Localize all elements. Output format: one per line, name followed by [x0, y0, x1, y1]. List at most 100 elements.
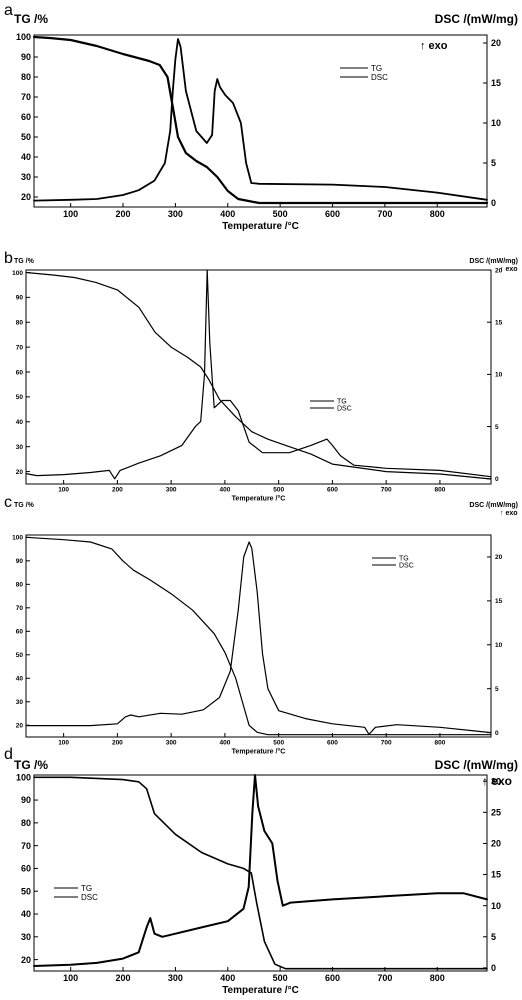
series-line-tg: [32, 35, 489, 205]
y-right-tick-label: 15: [495, 598, 503, 605]
x-tick-label: 400: [220, 973, 235, 983]
y-right-tick-label: 10: [495, 642, 503, 649]
series-line-tg: [33, 776, 488, 970]
thermal-chart-a: 100 200 300 400 500 600 700 8002030405060708090…: [16, 32, 501, 232]
chart-panel-b: b TG /% DSC /(mW/mg) ↑ exo 100 200 300 400 5…: [0, 248, 522, 503]
panel-letter: b: [4, 250, 13, 267]
x-tick-label: 400: [219, 740, 230, 747]
x-tick-label: 200: [116, 209, 131, 219]
y-left-tick-label: 20: [21, 955, 31, 965]
y-right-tick-label: 5: [491, 932, 496, 942]
dsc-axis-label: DSC /(mW/mg): [469, 502, 518, 509]
y-left-tick-label: 30: [16, 699, 24, 706]
legend-label: TG: [399, 555, 409, 562]
tg-axis-label: TG /%: [14, 12, 49, 26]
thermal-chart-c: 100 200 300 400 500 600 700 8002030405060708090…: [12, 534, 503, 756]
y-left-tick-label: 100: [16, 32, 31, 42]
x-tick-label: 700: [377, 209, 392, 219]
tg-axis-label: TG /%: [14, 502, 34, 509]
x-tick-label: 100: [58, 487, 69, 494]
y-right-tick-label: 20: [491, 38, 501, 48]
legend-label: TG: [337, 398, 347, 405]
x-tick-label: 400: [219, 487, 230, 494]
plot-frame: [33, 774, 488, 972]
x-tick-label: 300: [168, 973, 183, 983]
y-left-tick-label: 30: [21, 172, 31, 182]
x-tick-label: 500: [273, 973, 288, 983]
y-right-tick-label: 20: [491, 839, 501, 849]
y-left-tick-label: 90: [21, 52, 31, 62]
y-left-tick-label: 30: [21, 932, 31, 942]
x-axis-title: Temperature /°C: [222, 985, 299, 996]
legend-label: DSC: [81, 893, 98, 902]
x-tick-label: 600: [327, 740, 338, 747]
y-right-tick-label: 20: [495, 554, 503, 561]
x-tick-label: 500: [273, 487, 284, 494]
exo-label: ↑ exo: [420, 40, 448, 52]
y-left-tick-label: 90: [16, 558, 24, 565]
y-left-tick-label: 40: [16, 419, 24, 426]
legend-label: DSC: [371, 73, 388, 82]
y-left-tick-label: 60: [16, 369, 24, 376]
x-tick-label: 300: [166, 487, 177, 494]
x-tick-label: 500: [273, 740, 284, 747]
y-left-tick-label: 100: [16, 772, 31, 782]
x-tick-label: 400: [220, 209, 235, 219]
dsc-axis-label: DSC /(mW/mg): [469, 258, 518, 265]
series-line-dsc: [25, 269, 492, 480]
chart-panel-a: a TG /% DSC /(mW/mg) ↑ exo 100 200 300 400 5…: [0, 0, 522, 248]
y-right-tick-label: 5: [495, 686, 499, 693]
y-left-tick-label: 70: [16, 605, 24, 612]
x-tick-label: 100: [63, 973, 78, 983]
series-line-dsc: [33, 38, 488, 202]
plot-frame: [25, 269, 492, 485]
dsc-axis-label: DSC /(mW/mg): [434, 12, 518, 26]
y-left-tick-label: 70: [16, 344, 24, 351]
y-right-tick-label: 15: [491, 78, 501, 88]
x-tick-label: 700: [381, 740, 392, 747]
x-tick-label: 600: [325, 973, 340, 983]
panel-letter: a: [4, 2, 13, 19]
y-left-tick-label: 50: [16, 394, 24, 401]
x-axis-title: Temperature /°C: [232, 748, 286, 756]
y-left-tick-label: 40: [21, 152, 31, 162]
dsc-axis-label: DSC /(mW/mg): [434, 758, 518, 772]
plot-frame: [25, 534, 492, 738]
y-left-tick-label: 50: [16, 652, 24, 659]
y-left-tick-label: 100: [12, 270, 23, 277]
y-left-tick-label: 20: [16, 469, 24, 476]
exo-label: ↑ exo: [500, 266, 518, 273]
y-left-tick-label: 50: [21, 886, 31, 896]
panel-letter: d: [4, 746, 13, 763]
legend-label: TG: [81, 884, 92, 893]
y-right-tick-label: 10: [491, 118, 501, 128]
y-left-tick-label: 60: [21, 112, 31, 122]
y-left-tick-label: 80: [16, 582, 24, 589]
tg-axis-label: TG /%: [14, 258, 34, 265]
y-right-tick-label: 5: [491, 158, 496, 168]
x-tick-label: 200: [116, 973, 131, 983]
y-left-tick-label: 70: [21, 92, 31, 102]
y-right-tick-label: 0: [491, 963, 496, 973]
y-right-tick-label: 30: [491, 776, 501, 786]
thermal-chart-d: 100 200 300 400 500 600 700 8002030405060708090…: [16, 772, 501, 996]
y-left-tick-label: 100: [12, 535, 23, 542]
x-tick-label: 800: [435, 740, 446, 747]
y-right-tick-label: 25: [491, 807, 501, 817]
x-axis-title: Temperature /°C: [232, 495, 286, 503]
y-right-tick-label: 10: [495, 372, 503, 379]
x-tick-label: 700: [381, 487, 392, 494]
y-right-tick-label: 15: [495, 319, 503, 326]
legend-label: DSC: [337, 405, 352, 412]
legend-label: DSC: [399, 562, 414, 569]
x-tick-label: 300: [168, 209, 183, 219]
y-left-tick-label: 90: [21, 795, 31, 805]
chart-panel-d: d TG /% DSC /(mW/mg) ↑ exo 100 200 300 400 5…: [0, 744, 522, 1000]
x-tick-label: 600: [327, 487, 338, 494]
y-left-tick-label: 90: [16, 295, 24, 302]
x-tick-label: 800: [430, 209, 445, 219]
series-line-tg: [25, 271, 492, 480]
y-left-tick-label: 40: [21, 909, 31, 919]
chart-panel-c: c TG /% DSC /(mW/mg) ↑ exo 100 200 300 400 5…: [0, 492, 522, 756]
series-line-dsc: [33, 774, 488, 967]
